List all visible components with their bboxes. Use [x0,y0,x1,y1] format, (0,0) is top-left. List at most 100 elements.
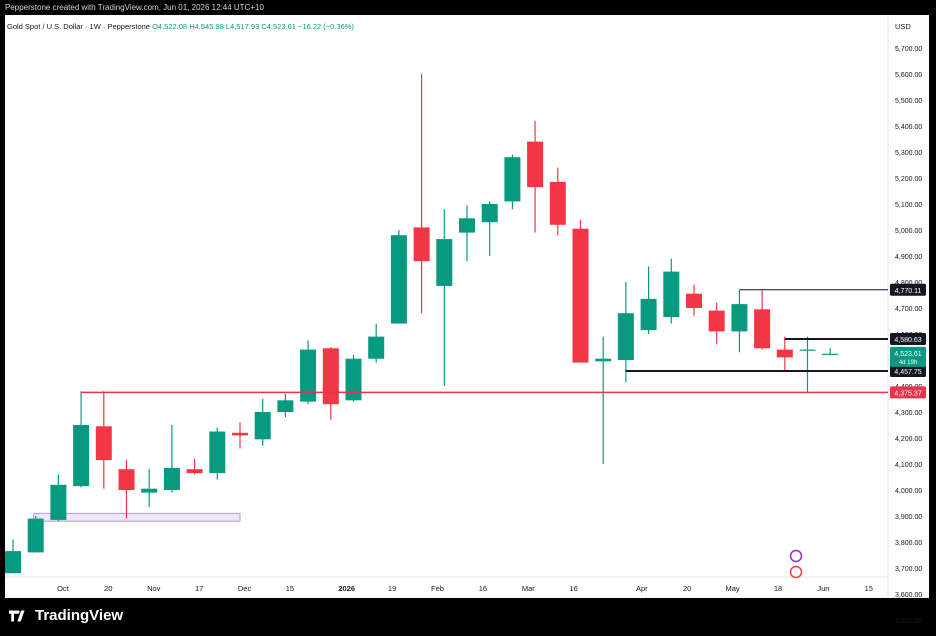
x-tick-label: Nov [147,584,161,593]
support-zone [33,512,241,522]
price-level-tag [890,364,926,377]
candle-body [663,271,680,318]
candle-body [754,309,771,349]
price-level-tag [890,386,926,399]
y-tick-label: 3,600.00 [895,592,922,599]
tradingview-logo: TradingView [9,607,123,624]
bar-countdown-label: 4d 19h [899,360,917,366]
y-tick-label: 4,000.00 [895,488,922,495]
x-tick-label: 19 [388,584,396,593]
y-tick-label: 5,000.00 [895,228,922,235]
attribution-text: Pepperstone created with TradingView.com… [5,3,264,12]
candle-body [209,431,226,474]
x-tick-label: 18 [774,584,782,593]
candle-body [436,239,453,286]
candle-body [141,488,158,493]
chart-panel[interactable] [5,15,929,598]
ohlc-values: O4,522.08 H4,545.98 L4,517.93 C4,523.61 … [152,22,354,31]
candle-body [345,358,362,401]
candle-body [118,469,135,490]
candle-body [595,358,612,362]
x-tick-label: Feb [431,584,444,593]
y-tick-label: 5,200.00 [895,176,922,183]
candle-body [5,551,21,574]
y-tick-label: 5,500.00 [895,98,922,105]
current-price-tag [890,346,926,367]
candle-body [708,310,725,332]
candle-body [95,426,112,461]
y-tick-label: 3,900.00 [895,514,922,521]
y-tick-label: 3,500.00 [895,618,922,625]
x-tick-label: Mar [522,584,535,593]
candle-body [549,181,566,225]
y-tick-label: 4,100.00 [895,462,922,469]
candle-body [527,141,544,188]
price-level-label: 4,375.37 [894,390,921,397]
y-tick-label: 5,400.00 [895,124,922,131]
candle-body [822,353,839,355]
candle-body [300,349,317,402]
x-tick-label: 2026 [338,584,355,593]
y-tick-label: 4,200.00 [895,436,922,443]
y-tick-label: 3,700.00 [895,566,922,573]
y-tick-label: 5,700.00 [895,46,922,53]
candle-body [277,400,294,412]
candle-body [232,432,248,436]
candle-body [163,467,180,490]
x-tick-label: Oct [57,584,70,593]
candle-body [459,218,475,233]
candle-body [368,336,385,359]
price-level-tag [890,283,926,296]
x-tick-label: 20 [104,584,112,593]
symbol-legend: Gold Spot / U.S. Dollar · 1W · Peppersto… [7,22,354,31]
candle-body [322,348,339,405]
y-tick-label: 4,300.00 [895,410,922,417]
event-icon [789,549,803,563]
candle-body [413,227,430,262]
price-level-label: 4,457.75 [894,369,921,376]
candle-body [27,518,44,553]
y-tick-label: 5,600.00 [895,72,922,79]
x-tick-label: 17 [195,584,203,593]
tradingview-brand: TradingView [35,607,124,624]
candle-body [481,204,498,223]
x-tick-label: 16 [479,584,487,593]
candle-body [254,412,271,440]
candle-body [776,349,793,358]
x-tick-label: Jun [817,584,829,593]
candle-body [390,235,407,324]
candle-body [73,425,90,487]
price-level-label: 4,580.63 [894,337,921,344]
x-tick-label: Apr [636,584,648,593]
y-tick-label: 4,900.00 [895,254,922,261]
y-tick-label: 4,800.00 [895,280,922,287]
candle-body [731,304,748,332]
candle-body [686,293,702,308]
price-level-tag [890,333,926,346]
symbol-title: Gold Spot / U.S. Dollar · 1W · Peppersto… [7,22,150,31]
candle-body [640,298,657,331]
x-tick-label: 15 [286,584,294,593]
currency-label: USD [895,22,911,31]
x-tick-label: Dec [238,584,252,593]
y-tick-label: 5,300.00 [895,150,922,157]
candle-body [50,484,67,520]
x-tick-label: 15 [865,584,873,593]
candle-body [572,228,589,363]
candle-body [617,313,634,360]
candle-body [799,349,816,351]
tradingview-logo-icon [9,609,25,622]
y-tick-label: 3,800.00 [895,540,922,547]
candle-body [186,469,203,474]
y-tick-label: 5,100.00 [895,202,922,209]
current-price-label: 4,523.61 [894,351,921,358]
x-tick-label: 16 [570,584,578,593]
x-tick-label: May [726,584,740,593]
price-level-label: 4,770.11 [895,288,922,295]
candle-body [504,157,521,202]
us-flag-icon [789,565,803,579]
y-tick-label: 4,700.00 [895,306,922,313]
x-tick-label: 20 [683,584,691,593]
